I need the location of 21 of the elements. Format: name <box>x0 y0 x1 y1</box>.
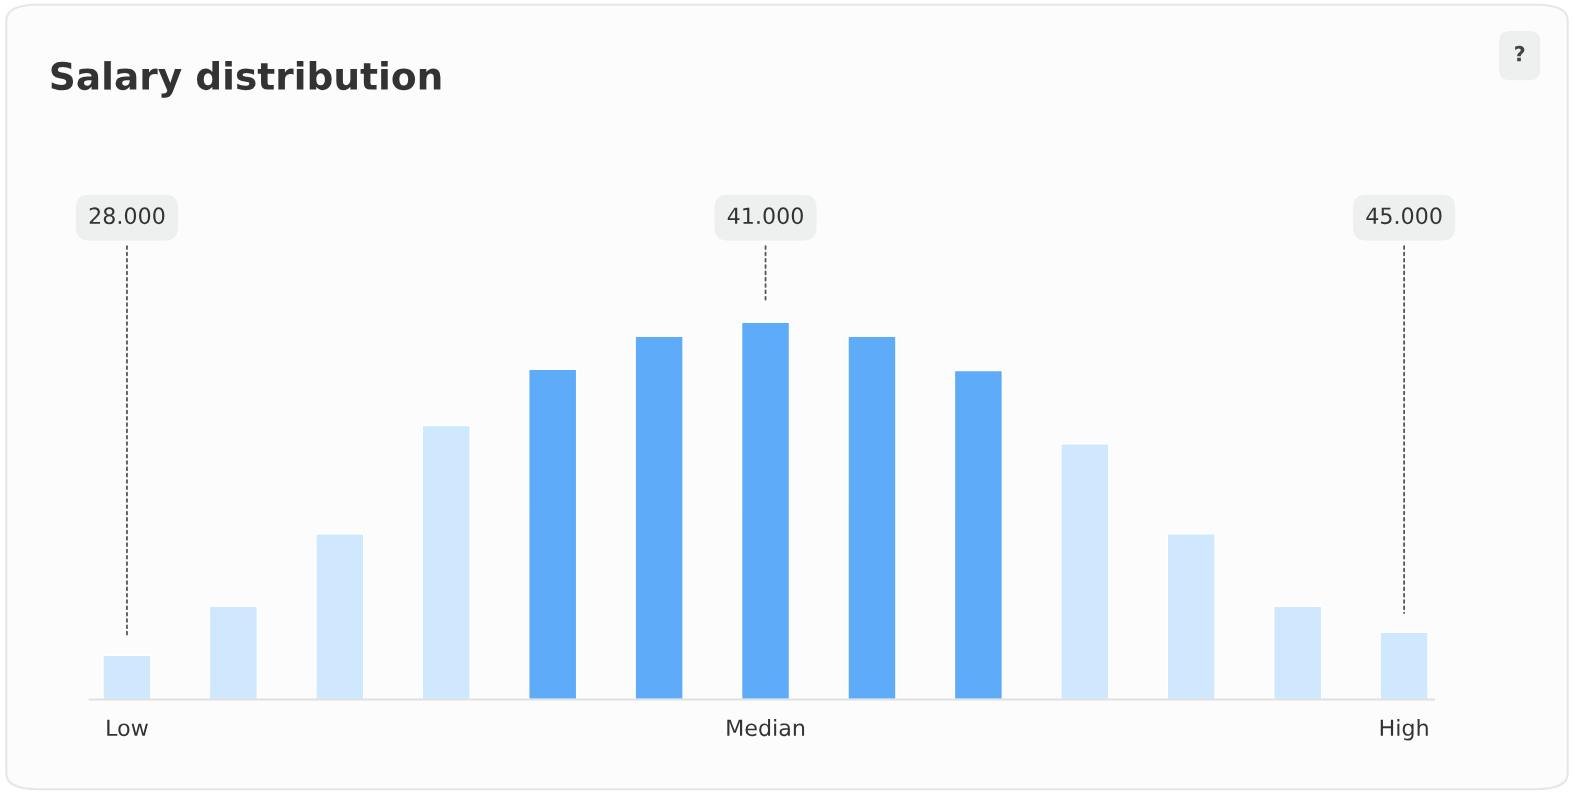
x-tick-label: High <box>1380 718 1428 741</box>
bar <box>421 424 471 700</box>
text: 41.000 <box>727 207 803 225</box>
text: 45.000 <box>1366 207 1442 225</box>
bar <box>1379 631 1429 700</box>
bar <box>847 335 897 700</box>
bar <box>634 335 684 700</box>
bar <box>102 654 152 700</box>
bar <box>315 533 365 700</box>
bar <box>740 321 791 700</box>
bar <box>208 605 259 700</box>
bar <box>528 368 578 700</box>
text: ? <box>1515 45 1525 62</box>
x-tick-label: Low <box>107 719 148 737</box>
bar <box>1166 533 1216 700</box>
bar <box>953 369 1004 700</box>
text: 28.000 <box>89 207 165 225</box>
bar <box>1060 443 1110 700</box>
x-tick-label: Median <box>727 718 805 737</box>
bar <box>1273 605 1323 700</box>
chart-title: Salary distribution <box>51 61 441 98</box>
